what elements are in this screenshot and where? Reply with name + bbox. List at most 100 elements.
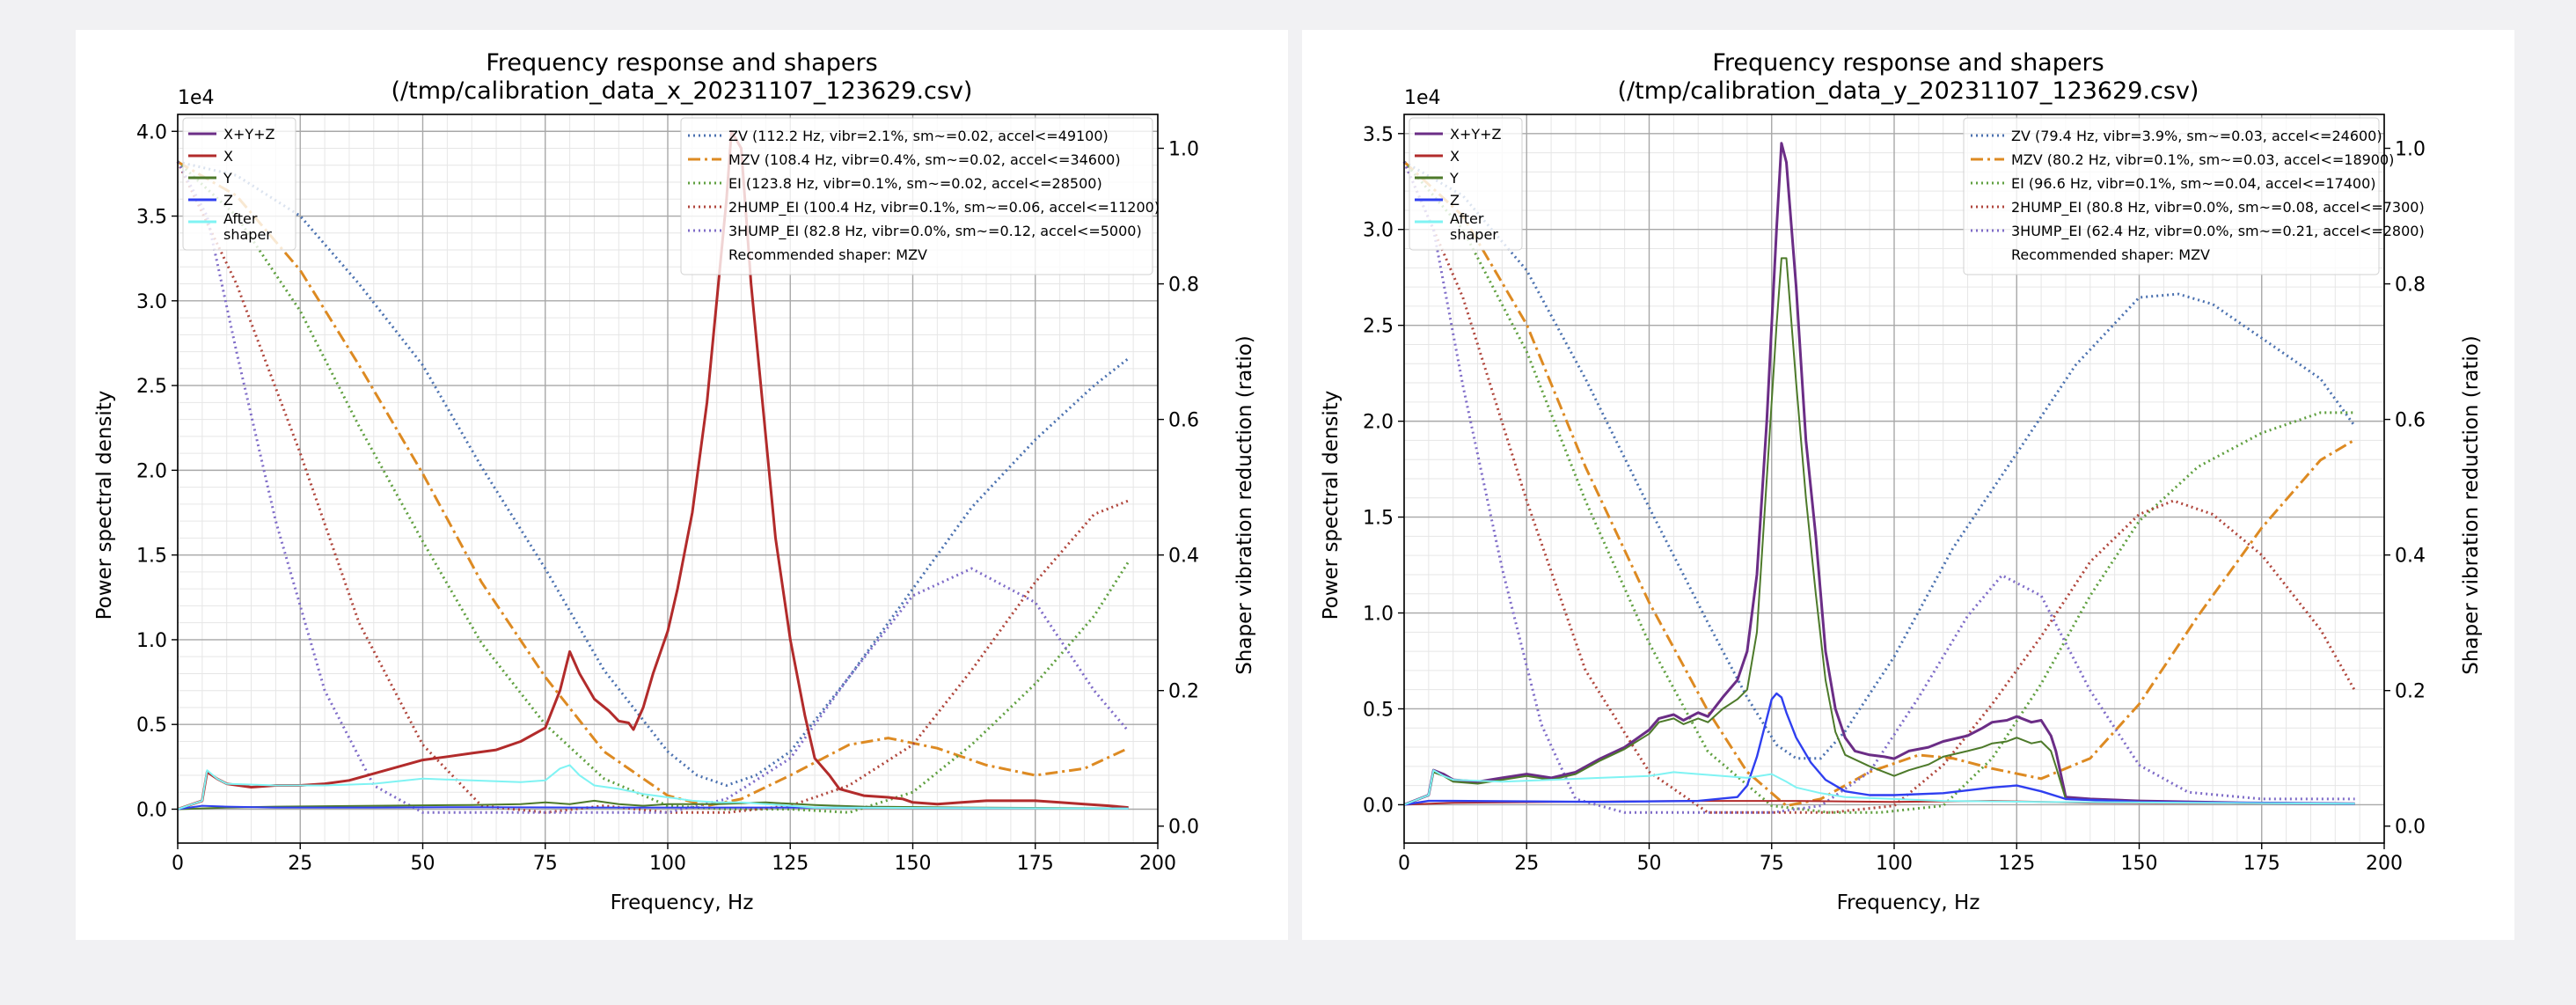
- x-tick-label: 50: [411, 853, 435, 875]
- y2-tick-label: 0.8: [1168, 275, 1199, 297]
- y2-tick-label: 1.0: [1168, 139, 1199, 161]
- shaper-legend-label: MZV (108.4 Hz, vibr=0.4%, sm~=0.02, acce…: [728, 151, 1121, 168]
- y-tick-label: 3.5: [136, 207, 167, 229]
- x-tick-label: 0: [172, 853, 184, 875]
- x-tick-label: 200: [1139, 853, 1176, 875]
- y-axis-exponent: 1e4: [1404, 87, 1441, 109]
- psd-curve-y: [177, 799, 1129, 811]
- psd-legend-label: Z: [223, 192, 233, 209]
- shaper-legend-label: EI (123.8 Hz, vibr=0.1%, sm~=0.02, accel…: [728, 175, 1102, 192]
- shaper-legend-label: 2HUMP_EI (80.8 Hz, vibr=0.0%, sm~=0.08, …: [2011, 199, 2425, 216]
- psd-legend-label: After: [1450, 210, 1484, 227]
- psd-legend-label: Y: [223, 170, 232, 187]
- frequency-response-chart-x: Frequency response and shapers (/tmp/cal…: [93, 49, 1256, 914]
- recommended-shaper: Recommended shaper: MZV: [728, 246, 927, 263]
- x-tick-label: 175: [2243, 853, 2280, 875]
- y-tick-label: 0.5: [1363, 699, 1394, 721]
- x-tick-label: 0: [1398, 853, 1410, 875]
- psd-legend-label: Z: [1450, 192, 1460, 209]
- chart-title: Frequency response and shapers: [486, 49, 877, 77]
- psd-legend-label: X: [1450, 148, 1460, 165]
- y2-tick-label: 0.2: [1168, 681, 1199, 703]
- shaper-legend-label: 3HUMP_EI (62.4 Hz, vibr=0.0%, sm~=0.21, …: [2011, 223, 2425, 240]
- y-tick-label: 3.5: [1363, 124, 1394, 146]
- y-tick-label: 3.0: [136, 291, 167, 313]
- shaper-legend: ZV (112.2 Hz, vibr=2.1%, sm~=0.02, accel…: [680, 117, 1160, 275]
- shaper-legend-box: [1963, 117, 2380, 275]
- shaper-curve-2hump_ei: [1402, 161, 2356, 814]
- y2-axis-label: Shaper vibration reduction (ratio): [1233, 335, 1256, 675]
- shaper-legend-label: MZV (80.2 Hz, vibr=0.1%, sm~=0.03, accel…: [2011, 151, 2394, 168]
- psd-legend-label: X: [223, 148, 233, 165]
- y-tick-label: 2.5: [1363, 316, 1394, 338]
- x-tick-label: 100: [1876, 853, 1913, 875]
- psd-legend-box: [1409, 117, 1523, 251]
- y-tick-label: 1.0: [136, 630, 167, 652]
- psd-legend-label: X+Y+Z: [1450, 126, 1502, 143]
- x-axis-label: Frequency, Hz: [611, 891, 754, 914]
- psd-legend-box: [182, 117, 296, 251]
- psd-curve-x-y-z: [1403, 142, 2355, 806]
- x-tick-label: 100: [649, 853, 686, 875]
- shaper-legend-label: 2HUMP_EI (100.4 Hz, vibr=0.1%, sm~=0.06,…: [728, 199, 1160, 216]
- y-axis-label: Power spectral density: [93, 391, 116, 620]
- y-tick-label: 4.0: [136, 121, 167, 143]
- y-tick-label: 0.5: [136, 715, 167, 737]
- y-tick-label: 0.0: [1363, 795, 1394, 817]
- x-tick-label: 125: [772, 853, 809, 875]
- psd-legend-label: Y: [1449, 170, 1459, 187]
- shaper-curve-ei: [176, 160, 1130, 814]
- y-tick-label: 2.0: [136, 460, 167, 482]
- y-axis-exponent: 1e4: [178, 87, 215, 109]
- shaper-legend-box: [680, 117, 1153, 275]
- y2-tick-label: 0.4: [2395, 546, 2426, 568]
- psd-legend-label: After: [223, 210, 258, 227]
- y-tick-label: 0.0: [136, 799, 167, 821]
- x-tick-label: 150: [895, 853, 932, 875]
- psd-curve-after-shaper: [1403, 769, 2355, 806]
- frequency-response-chart-y: Frequency response and shapers (/tmp/cal…: [1320, 49, 2483, 914]
- x-tick-label: 75: [533, 853, 558, 875]
- y2-tick-label: 0.0: [2395, 817, 2426, 839]
- chart-title: Frequency response and shapers: [1712, 49, 2104, 77]
- psd-curve-z: [1403, 692, 2355, 806]
- x-tick-label: 150: [2121, 853, 2158, 875]
- y-tick-label: 2.5: [136, 376, 167, 398]
- psd-curve-after-shaper: [177, 764, 1129, 811]
- x-tick-label: 50: [1637, 853, 1662, 875]
- y2-tick-label: 0.8: [2395, 275, 2426, 297]
- y2-tick-label: 1.0: [2395, 139, 2426, 161]
- y-tick-label: 3.0: [1363, 220, 1394, 242]
- shaper-legend-label: ZV (79.4 Hz, vibr=3.9%, sm~=0.03, accel<…: [2011, 128, 2382, 144]
- psd-curve-x: [177, 129, 1129, 811]
- shaper-legend: ZV (79.4 Hz, vibr=3.9%, sm~=0.03, accel<…: [1963, 117, 2425, 275]
- y2-tick-label: 0.0: [1168, 817, 1199, 839]
- psd-legend-label: shaper: [1450, 226, 1498, 243]
- chart-subtitle: (/tmp/calibration_data_y_20231107_123629…: [1618, 77, 2199, 105]
- x-tick-label: 175: [1017, 853, 1054, 875]
- recommended-shaper: Recommended shaper: MZV: [2011, 246, 2210, 263]
- y2-axis-label: Shaper vibration reduction (ratio): [2460, 335, 2483, 675]
- x-tick-label: 25: [1514, 853, 1539, 875]
- y-tick-label: 2.0: [1363, 412, 1394, 434]
- y-tick-label: 1.5: [1363, 508, 1394, 530]
- shaper-legend-label: 3HUMP_EI (82.8 Hz, vibr=0.0%, sm~=0.12, …: [728, 223, 1142, 240]
- chart-subtitle: (/tmp/calibration_data_x_20231107_123629…: [392, 77, 973, 105]
- y-tick-label: 1.5: [136, 546, 167, 568]
- x-tick-label: 200: [2366, 853, 2403, 875]
- x-axis-label: Frequency, Hz: [1837, 891, 1980, 914]
- shaper-curve-ei: [1402, 160, 2355, 814]
- shaper-curve-zv: [1403, 160, 2356, 760]
- shaper-curve-3hump_ei: [176, 161, 1130, 814]
- y-tick-label: 1.0: [1363, 604, 1394, 626]
- y2-tick-label: 0.6: [1168, 410, 1199, 432]
- y2-tick-label: 0.2: [2395, 681, 2426, 703]
- chart-panel-y: Frequency response and shapers (/tmp/cal…: [1302, 30, 2514, 940]
- shaper-curve-zv: [177, 160, 1130, 788]
- shaper-curve-mzv: [1402, 160, 2356, 808]
- psd-curve-y: [1403, 257, 2355, 806]
- x-tick-label: 25: [288, 853, 312, 875]
- psd-legend-label: X+Y+Z: [223, 126, 275, 143]
